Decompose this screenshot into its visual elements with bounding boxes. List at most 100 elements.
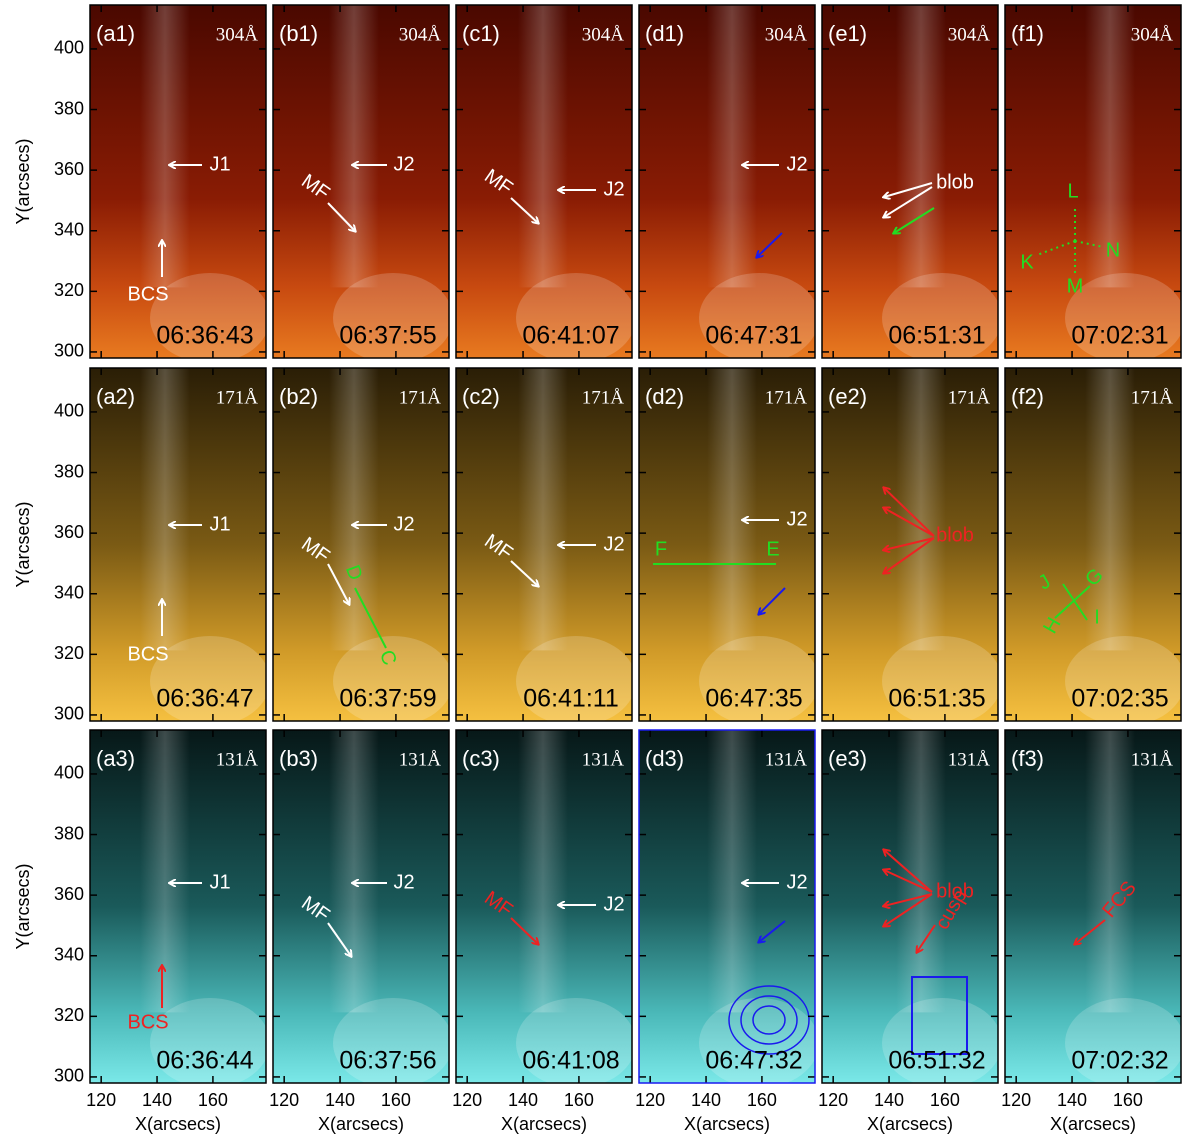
annotation: J2 bbox=[786, 508, 807, 530]
y-tick-label: 380 bbox=[54, 823, 84, 843]
y-tick-label: 400 bbox=[54, 38, 84, 58]
x-tick-label: 140 bbox=[874, 1090, 904, 1110]
wavelength: 171Å bbox=[1131, 387, 1174, 408]
jet-glow bbox=[329, 730, 379, 1012]
annotation: J1 bbox=[209, 871, 230, 893]
y-tick-label: 340 bbox=[54, 944, 84, 964]
y-tick-label: 360 bbox=[54, 884, 84, 904]
annotation: J1 bbox=[209, 153, 230, 175]
panel-label: (d2) bbox=[645, 384, 684, 409]
x-axis-label: X(arcsecs) bbox=[318, 1114, 404, 1134]
wavelength: 131Å bbox=[582, 749, 625, 770]
time: 06:37:59 bbox=[339, 685, 436, 713]
x-tick-label: 160 bbox=[198, 1090, 228, 1110]
panel: J1BCS(a1)304Å06:36:43300320340360380400Y… bbox=[13, 5, 270, 363]
x-tick-label: 140 bbox=[508, 1090, 538, 1110]
annotation: J2 bbox=[786, 871, 807, 893]
panel-label: (b2) bbox=[279, 384, 318, 409]
panel-label: (a3) bbox=[96, 746, 135, 771]
time: 06:51:32 bbox=[888, 1047, 985, 1075]
panel: J1BCS(a2)171Å06:36:47300320340360380400Y… bbox=[13, 368, 270, 726]
x-tick-label: 120 bbox=[1001, 1090, 1031, 1110]
jet-glow bbox=[1085, 730, 1135, 1012]
panel: MFJ2(c3)131Å06:41:08120140160X(arcsecs) bbox=[452, 730, 636, 1134]
panel-label: (e2) bbox=[828, 384, 867, 409]
y-tick-label: 360 bbox=[54, 522, 84, 542]
panel-label: (a1) bbox=[96, 21, 135, 46]
y-tick-label: 400 bbox=[54, 763, 84, 783]
x-axis-label: X(arcsecs) bbox=[1050, 1114, 1136, 1134]
x-tick-label: 160 bbox=[1113, 1090, 1143, 1110]
y-tick-label: 320 bbox=[54, 1005, 84, 1025]
jet-glow bbox=[518, 730, 568, 1012]
y-tick-label: 300 bbox=[54, 1066, 84, 1086]
wavelength: 131Å bbox=[216, 749, 259, 770]
x-tick-label: 120 bbox=[452, 1090, 482, 1110]
x-tick-label: 140 bbox=[691, 1090, 721, 1110]
annotation: blob bbox=[936, 524, 974, 546]
x-tick-label: 160 bbox=[564, 1090, 594, 1110]
annotation: J2 bbox=[393, 871, 414, 893]
time: 06:41:11 bbox=[523, 685, 618, 713]
wavelength: 304Å bbox=[216, 24, 259, 45]
jet-glow bbox=[896, 5, 946, 287]
x-tick-label: 120 bbox=[818, 1090, 848, 1110]
figure: J1 BCS (a1) 304Å 06:36:43 300 320 340 360 380 400 Y… bbox=[0, 0, 1184, 1140]
jet-glow bbox=[140, 368, 190, 650]
time: 06:36:47 bbox=[156, 685, 253, 713]
y-tick-label: 320 bbox=[54, 643, 84, 663]
panel: blob(e1)304Å06:51:31 bbox=[822, 5, 1002, 363]
panel-label: (e1) bbox=[828, 21, 867, 46]
x-tick-label: 140 bbox=[142, 1090, 172, 1110]
time: 06:47:32 bbox=[705, 1047, 802, 1075]
panel-label: (c3) bbox=[462, 746, 500, 771]
page: {"figure": { "y_axis_label": "Y(arcsecs)… bbox=[0, 0, 1184, 1140]
annotation: M bbox=[1067, 275, 1084, 297]
annotation: J2 bbox=[603, 893, 624, 915]
annotation: BCS bbox=[127, 643, 168, 665]
wavelength: 304Å bbox=[1131, 24, 1174, 45]
time: 07:02:31 bbox=[1071, 322, 1168, 350]
y-tick-label: 300 bbox=[54, 704, 84, 724]
jet-glow bbox=[329, 5, 379, 287]
wavelength: 171Å bbox=[399, 387, 442, 408]
jet-glow bbox=[896, 730, 946, 1012]
time: 07:02:35 bbox=[1071, 685, 1168, 713]
time: 06:41:08 bbox=[522, 1047, 619, 1075]
y-tick-label: 380 bbox=[54, 98, 84, 118]
annotation: F bbox=[655, 538, 667, 560]
y-tick-label: 300 bbox=[54, 341, 84, 361]
x-tick-label: 160 bbox=[381, 1090, 411, 1110]
y-tick-label: 320 bbox=[54, 280, 84, 300]
panel-label: (f3) bbox=[1011, 746, 1044, 771]
panel-label: (d3) bbox=[645, 746, 684, 771]
jet-glow bbox=[329, 368, 379, 650]
jet-glow bbox=[707, 368, 757, 650]
x-tick-label: 120 bbox=[635, 1090, 665, 1110]
x-tick-label: 120 bbox=[269, 1090, 299, 1110]
panel: J2(d1)304Å06:47:31 bbox=[639, 5, 819, 363]
panel: J1 BCS (a3) 131Å 06:36:44 300 320 340 360 380 400 1… bbox=[13, 730, 270, 1134]
annotation: BCS bbox=[127, 1011, 168, 1033]
time: 06:51:35 bbox=[888, 685, 985, 713]
panel: J2MF(b3)131Å06:37:56120140160X(arcsecs) bbox=[269, 730, 453, 1134]
wavelength: 131Å bbox=[765, 749, 808, 770]
panel-label: (e3) bbox=[828, 746, 867, 771]
jet-glow bbox=[896, 368, 946, 650]
y-tick-label: 400 bbox=[54, 401, 84, 421]
wavelength: 304Å bbox=[765, 24, 808, 45]
time: 06:36:43 bbox=[156, 322, 253, 350]
time: 06:36:44 bbox=[156, 1047, 253, 1075]
jet-glow bbox=[707, 5, 757, 287]
wavelength: 171Å bbox=[582, 387, 625, 408]
annotation: J2 bbox=[603, 533, 624, 555]
wavelength: 171Å bbox=[948, 387, 991, 408]
panel-label: (f2) bbox=[1011, 384, 1044, 409]
y-axis-label: Y(arcsecs) bbox=[13, 138, 33, 224]
annotation: K bbox=[1020, 251, 1034, 273]
wavelength: 131Å bbox=[1131, 749, 1174, 770]
annotation: I bbox=[1094, 606, 1100, 628]
